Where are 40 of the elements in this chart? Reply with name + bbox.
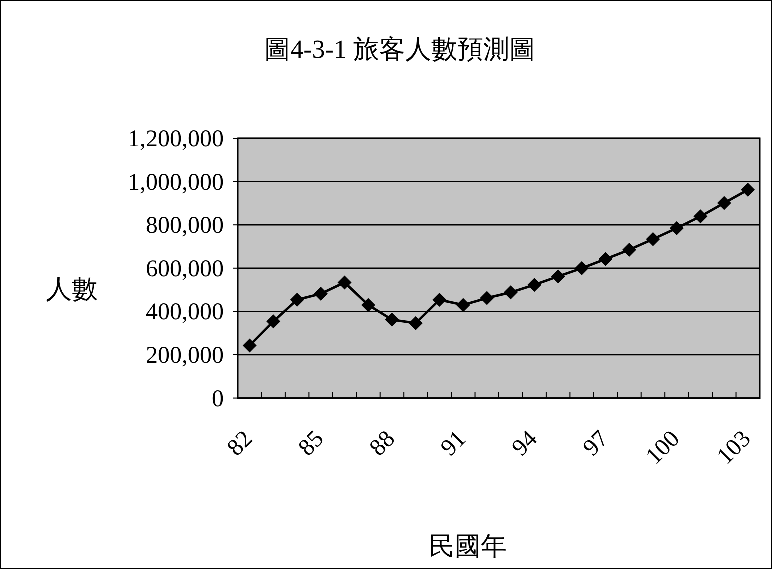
chart-title: 圖4-3-1 旅客人數預測圖	[264, 35, 536, 64]
y-tick-label: 200,000	[146, 343, 224, 369]
x-tick-label: 91	[436, 426, 472, 462]
y-tick-label: 1,000,000	[128, 170, 224, 196]
point	[456, 298, 470, 312]
point	[694, 210, 708, 224]
point	[266, 314, 281, 329]
point	[314, 286, 328, 301]
point	[504, 286, 518, 300]
x-tick-label: 97	[578, 426, 614, 462]
point	[432, 293, 447, 308]
y-tick-label: 600,000	[146, 256, 224, 282]
x-tick-label: 100	[641, 426, 686, 470]
x-tick-label: 85	[294, 426, 330, 462]
point	[551, 270, 566, 284]
point	[598, 252, 613, 266]
point	[528, 278, 542, 292]
x-tick-label: 82	[222, 426, 258, 462]
x-tick-label: 88	[365, 426, 400, 462]
point	[385, 312, 400, 327]
point	[408, 316, 423, 330]
point	[646, 232, 660, 246]
point	[717, 196, 732, 210]
y-tick-label: 1,200,000	[128, 126, 224, 152]
point	[741, 183, 756, 198]
y-tick-label: 800,000	[146, 213, 224, 240]
x-tick-label: 94	[507, 426, 543, 462]
point	[242, 338, 257, 353]
x-tick-label: 103	[712, 426, 756, 470]
point	[480, 291, 494, 306]
point	[622, 243, 636, 257]
point	[290, 293, 304, 308]
y-axis-title: 人數	[46, 275, 98, 304]
y-tick-label: 400,000	[146, 300, 224, 326]
point	[338, 276, 352, 290]
y-tick-label: 0	[212, 386, 224, 412]
point	[362, 298, 376, 312]
point	[575, 261, 590, 276]
x-axis-title: 民國年	[429, 532, 507, 561]
point	[670, 221, 684, 236]
